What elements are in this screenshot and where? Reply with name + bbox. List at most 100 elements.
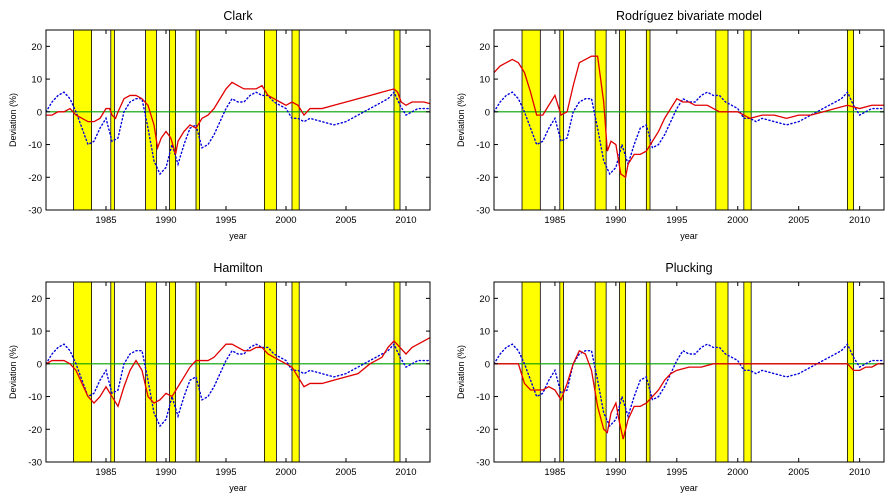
x-tick-label: 1995 — [666, 467, 687, 478]
plot-frame — [45, 29, 431, 211]
plot-frame — [493, 29, 885, 211]
x-tick-label: 2005 — [335, 215, 356, 226]
y-tick-label: -30 — [28, 206, 42, 217]
recession-band — [169, 281, 177, 463]
series-line-dotted — [494, 342, 884, 428]
y-axis-label: Deviation (%) — [456, 93, 466, 147]
plot-frame — [493, 281, 885, 463]
series-line-dotted — [46, 342, 430, 428]
recession-band — [291, 29, 300, 211]
recession-band — [847, 281, 854, 463]
x-tick-label: 2005 — [335, 467, 356, 478]
x-tick-label: 1995 — [666, 215, 687, 226]
recession-band — [559, 281, 564, 463]
y-tick-label: -10 — [28, 140, 42, 151]
recession-band — [145, 281, 157, 463]
y-tick-label: 10 — [479, 75, 490, 86]
x-tick-label: 1995 — [215, 467, 236, 478]
x-tick-label: 2010 — [849, 215, 870, 226]
x-axis-label: year — [680, 483, 698, 493]
panel-clark: Clark year Deviation (%) -30-20-10010201… — [8, 9, 431, 241]
recession-band — [847, 29, 854, 211]
series-line-solid — [494, 55, 884, 179]
series-line-solid — [494, 349, 884, 440]
y-tick-label: -30 — [476, 458, 490, 469]
panel-title: Clark — [223, 9, 253, 23]
y-tick-label: -30 — [28, 458, 42, 469]
recession-band — [110, 281, 115, 463]
y-tick-label: -10 — [476, 392, 490, 403]
x-tick-label: 2010 — [395, 467, 416, 478]
x-axis-label: year — [680, 231, 698, 241]
panel-hamilton: Hamilton year Deviation (%) -30 -20 -10 0 10… — [8, 261, 431, 493]
recession-band — [195, 29, 200, 211]
y-tick-label: 0 — [485, 359, 490, 370]
recession-band — [743, 281, 752, 463]
x-tick-label: 1985 — [544, 467, 565, 478]
x-tick-label: 1990 — [605, 467, 626, 478]
recession-band — [645, 281, 651, 463]
recession-band — [645, 29, 651, 211]
panel-plucking: Plucking year Deviation (%) -30 -20 -10 0 10… — [456, 261, 885, 493]
y-tick-label: 0 — [37, 359, 42, 370]
panel-title: Plucking — [665, 261, 712, 275]
y-tick-label: -20 — [28, 173, 42, 184]
y-tick-label: 20 — [479, 42, 490, 53]
x-tick-label: 1995 — [215, 215, 236, 226]
recession-band — [393, 29, 401, 211]
recession-band — [715, 29, 729, 211]
recession-band — [145, 29, 157, 211]
y-tick-label: 10 — [31, 75, 42, 86]
y-axis-label: Deviation (%) — [8, 345, 18, 399]
y-tick-label: 0 — [485, 107, 490, 118]
recession-band — [521, 29, 541, 211]
y-tick-label: 20 — [479, 294, 490, 305]
series-line-solid — [46, 81, 430, 155]
recession-band — [559, 29, 564, 211]
plot-frame — [45, 281, 431, 463]
recession-band — [715, 281, 729, 463]
x-tick-label: 2000 — [275, 467, 296, 478]
y-tick-label: 0 — [37, 107, 42, 118]
recession-band — [619, 29, 627, 211]
y-tick-label: -10 — [28, 392, 42, 403]
y-tick-label: -30 — [476, 206, 490, 217]
recession-band — [110, 29, 115, 211]
recession-band — [521, 281, 541, 463]
panel-title: Hamilton — [213, 261, 262, 275]
series-line-dotted — [494, 90, 884, 176]
x-axis-label: year — [229, 483, 247, 493]
panel-rodriguez-bivariate: Rodríguez bivariate model year Deviation… — [456, 9, 885, 241]
recession-band — [169, 29, 177, 211]
y-tick-label: 20 — [31, 42, 42, 53]
panel-title: Rodríguez bivariate model — [616, 9, 762, 23]
y-tick-label: 10 — [31, 327, 42, 338]
y-tick-label: 20 — [31, 294, 42, 305]
x-tick-label: 2010 — [395, 215, 416, 226]
x-tick-label: 1985 — [95, 215, 116, 226]
recession-band — [743, 29, 752, 211]
y-axis-label: Deviation (%) — [456, 345, 466, 399]
x-tick-label: 2005 — [788, 467, 809, 478]
x-tick-label: 2000 — [727, 215, 748, 226]
recession-band — [263, 29, 277, 211]
y-tick-label: -10 — [476, 140, 490, 151]
y-tick-label: -20 — [28, 425, 42, 436]
x-tick-label: 1985 — [95, 467, 116, 478]
x-tick-label: 2005 — [788, 215, 809, 226]
y-tick-label: -20 — [476, 425, 490, 436]
series-line-solid — [46, 337, 430, 408]
recession-band — [594, 281, 607, 463]
x-tick-label: 1990 — [155, 467, 176, 478]
y-axis-label: Deviation (%) — [8, 93, 18, 147]
recession-band — [195, 281, 200, 463]
x-tick-label: 2010 — [849, 467, 870, 478]
recession-band — [393, 281, 401, 463]
series-line-dotted — [46, 90, 430, 176]
y-tick-label: 10 — [479, 327, 490, 338]
x-tick-label: 2000 — [727, 467, 748, 478]
recession-band — [73, 29, 92, 211]
x-tick-label: 1985 — [544, 215, 565, 226]
x-tick-label: 2000 — [275, 215, 296, 226]
